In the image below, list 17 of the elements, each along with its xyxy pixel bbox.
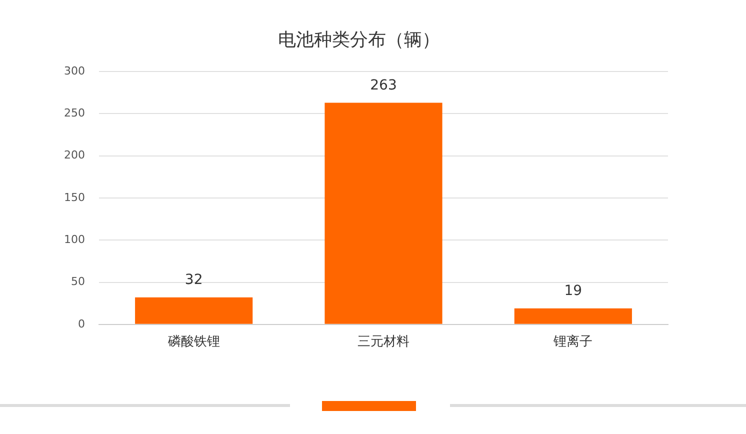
- x-tick-label: 三元材料: [358, 334, 410, 350]
- data-label: 263: [370, 77, 397, 94]
- y-tick-label: 200: [64, 148, 85, 162]
- bar: [324, 102, 442, 324]
- y-tick-label: 50: [70, 275, 85, 288]
- bar: [514, 308, 632, 324]
- data-label: 32: [184, 272, 203, 288]
- x-tick-label: 锂离子: [552, 334, 593, 350]
- y-tick-label: 250: [64, 106, 85, 120]
- y-tick-label: 300: [64, 64, 85, 78]
- y-tick-label: 0: [78, 317, 85, 330]
- bar: [135, 297, 253, 324]
- x-tick-label: 磷酸铁锂: [166, 334, 220, 350]
- y-tick-label: 100: [64, 232, 85, 246]
- chart-title: 电池种类分布（辆）: [278, 29, 440, 50]
- y-tick-label: 150: [64, 190, 85, 204]
- data-label: 19: [564, 283, 582, 300]
